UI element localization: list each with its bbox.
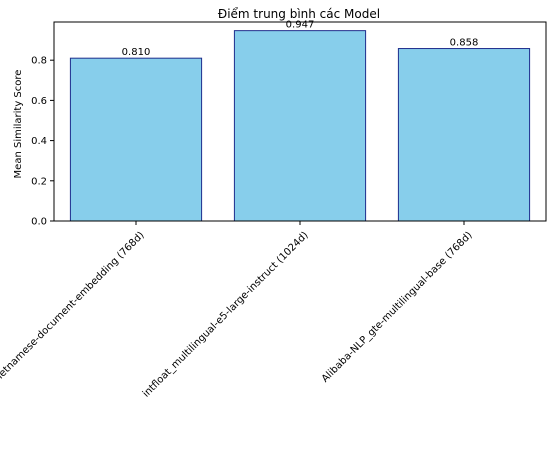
y-axis-label: Mean Similarity Score (13, 70, 24, 179)
y-tick-label-3: 0.6 (31, 96, 47, 107)
bar-0 (69, 57, 203, 222)
chart-title: Điểm trung bình các Model (218, 7, 380, 21)
y-tick-label-2: 0.4 (31, 136, 47, 147)
x-tick-label-1: intfloat_multilingual-e5-large-instruct … (141, 230, 311, 400)
plot-frame (53, 21, 547, 222)
x-ticks-group: dangvantuan_vietnamese-document-embeddin… (0, 221, 475, 436)
x-tick-label-0: dangvantuan_vietnamese-document-embeddin… (0, 230, 147, 436)
bar-2 (397, 48, 531, 222)
y-tick-label-0: 0.0 (31, 217, 47, 228)
bar-1 (233, 30, 367, 222)
y-tick-label-4: 0.8 (31, 56, 47, 67)
bars-group: 0.810 0.947 0.858 (69, 20, 531, 222)
y-tick-label-1: 0.2 (31, 176, 47, 187)
data-label-2: 0.858 (450, 38, 479, 49)
data-label-1: 0.947 (286, 20, 315, 31)
y-ticks-group: 0.0 0.2 0.4 0.6 0.8 (31, 56, 54, 228)
data-label-0: 0.810 (122, 47, 151, 58)
x-tick-label-2: Alibaba-NLP_gte-multilingual-base (768d) (320, 230, 475, 385)
